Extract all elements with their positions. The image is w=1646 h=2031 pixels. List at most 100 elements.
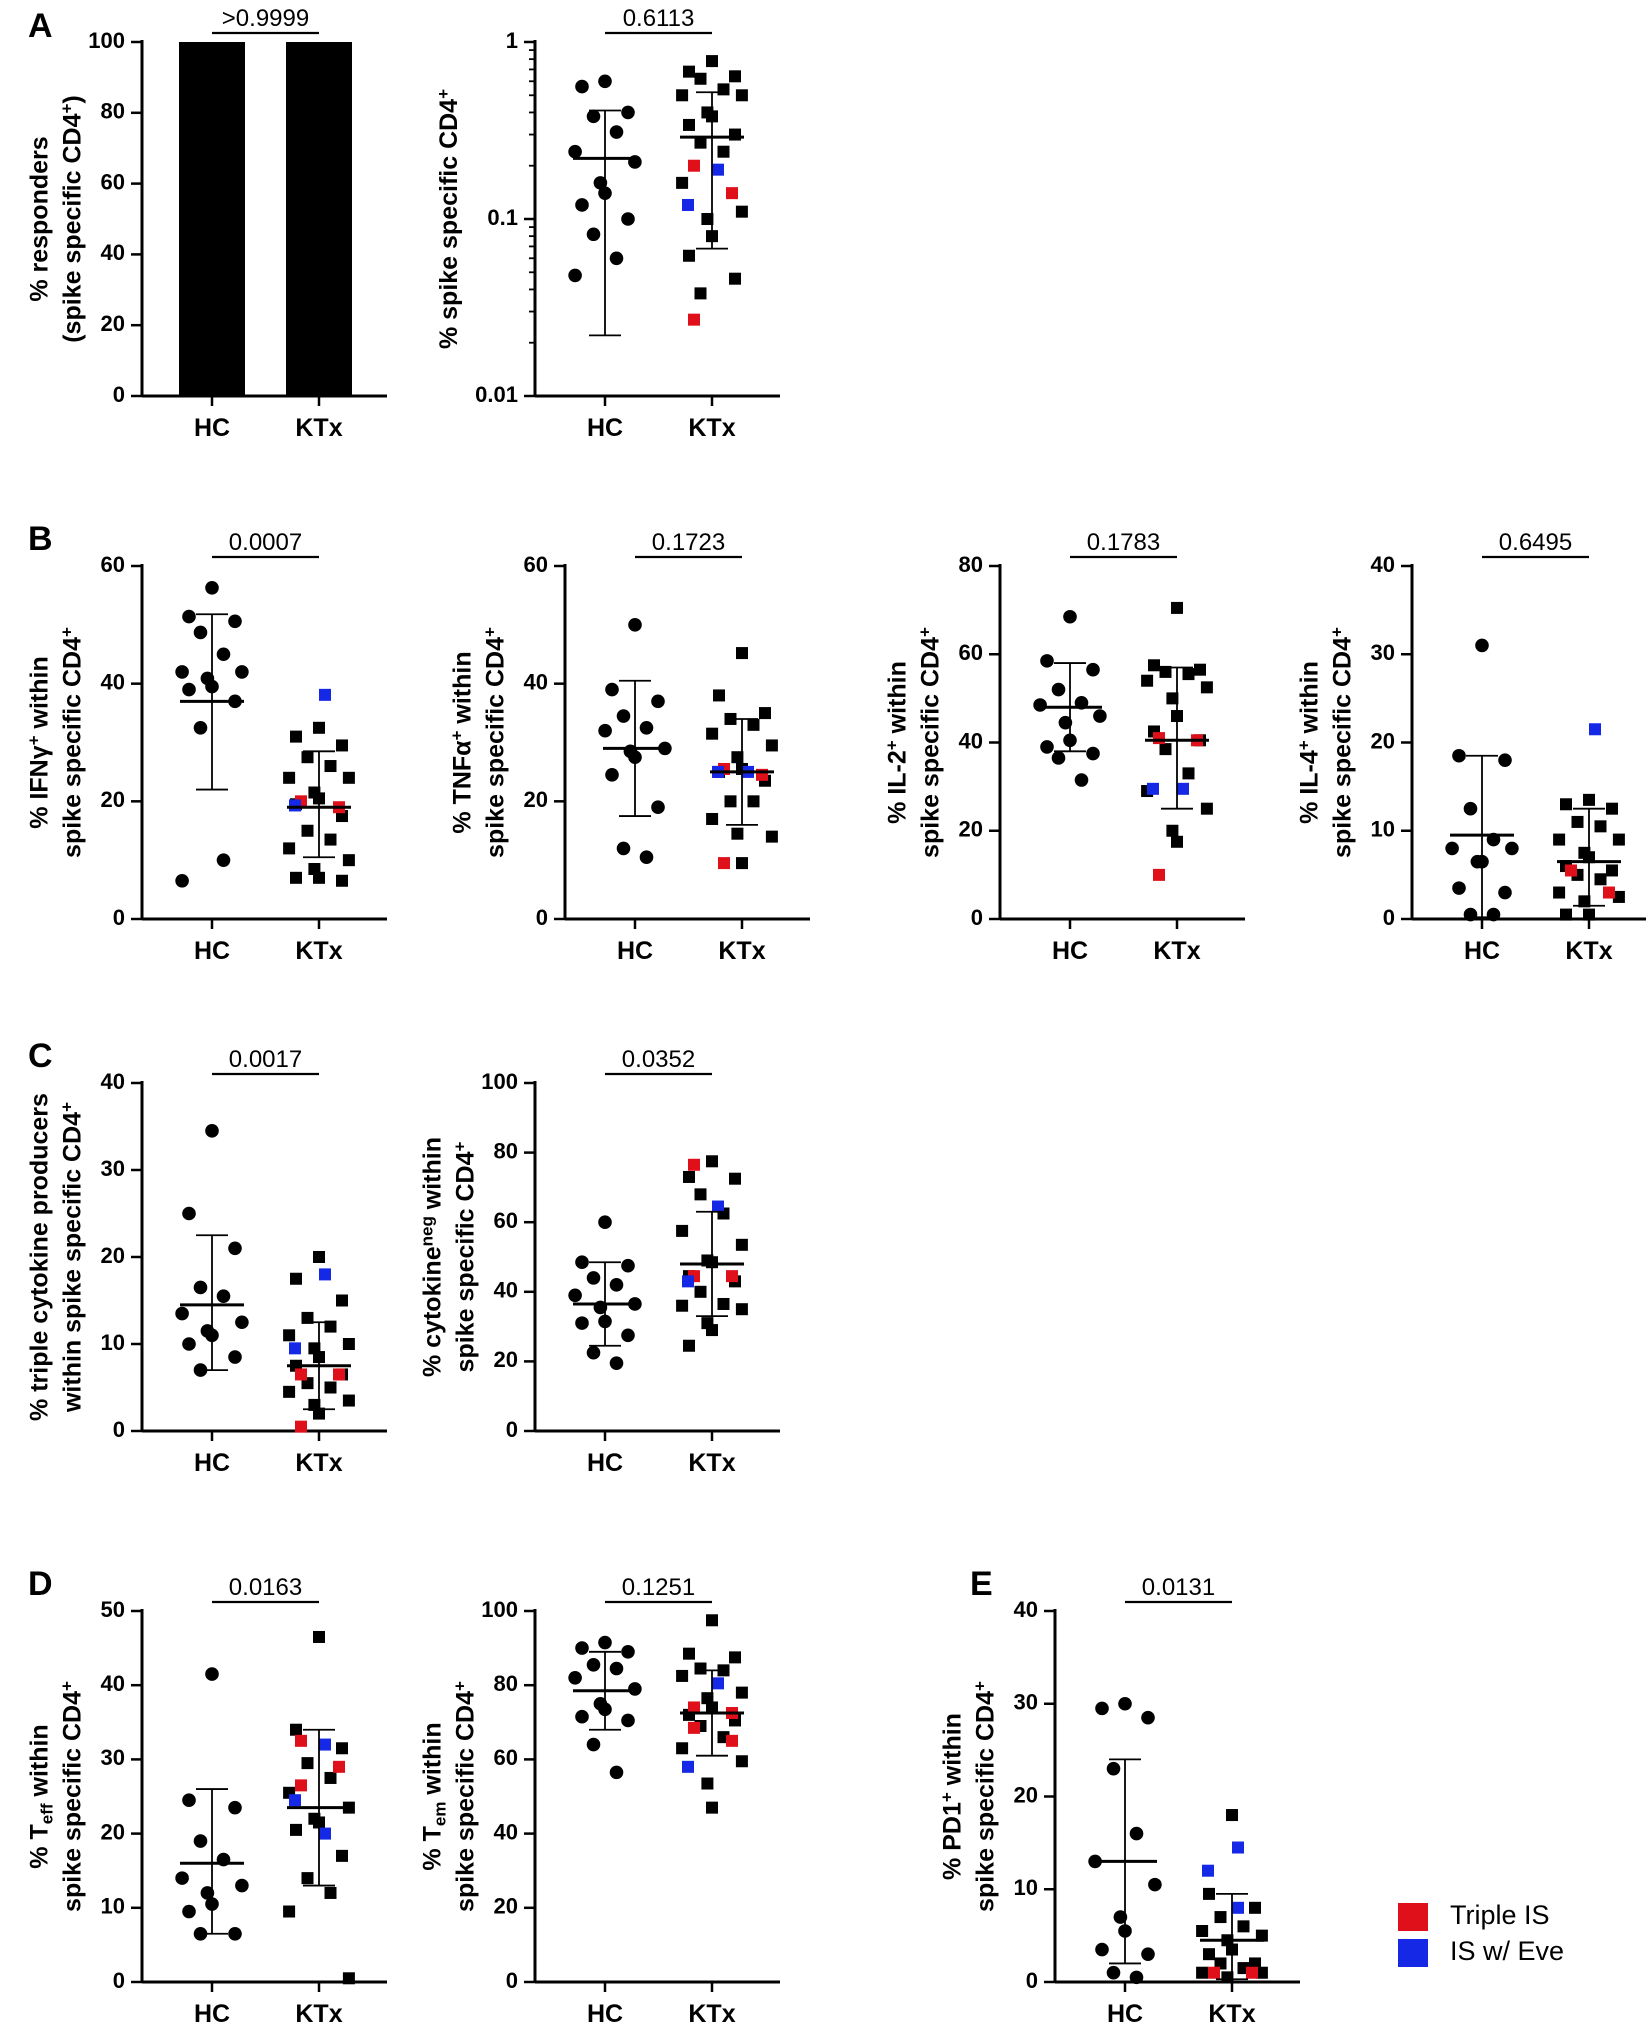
hc-point	[1505, 841, 1519, 856]
ktx-point	[706, 812, 719, 825]
ktx-point	[290, 1723, 302, 1736]
y-axis-label-part: +	[916, 627, 935, 637]
ktx-point	[324, 833, 337, 846]
y-axis-label-part: within	[449, 651, 477, 730]
y-tick-label: 40	[1371, 552, 1395, 577]
ktx-point	[736, 647, 748, 660]
hc-point	[586, 1271, 601, 1285]
x-category-label: KTx	[688, 1449, 735, 1477]
y-axis-label-part: +	[481, 627, 500, 637]
ktx-point	[301, 1311, 314, 1324]
hc-point	[1486, 907, 1501, 922]
ktx-point	[1606, 802, 1618, 815]
ktx-point	[717, 145, 730, 158]
y-tick-label: 0	[113, 1417, 125, 1442]
hc-point	[175, 1306, 189, 1321]
ktx-point-triple-is	[688, 1721, 700, 1734]
ktx-point	[1182, 767, 1195, 780]
y-tick-label: 10	[1014, 1875, 1038, 1900]
bar-hc	[179, 42, 245, 396]
hc-point	[568, 144, 582, 159]
y-axis-label-part: eff	[38, 1803, 57, 1824]
y-axis-label-part: spike specific CD4	[452, 1691, 480, 1912]
ktx-point	[676, 1669, 689, 1682]
y-axis-label-part: within spike specific CD4	[59, 1112, 87, 1413]
hc-point	[182, 682, 196, 697]
ktx-point	[1196, 1966, 1209, 1979]
hc-point	[216, 853, 231, 867]
ktx-point	[1612, 890, 1625, 903]
x-category-label: HC	[587, 2000, 623, 2028]
p-value-label: 0.0163	[229, 1574, 302, 1601]
hc-point	[628, 618, 642, 632]
hc-points	[175, 1124, 249, 1377]
ktx-point	[283, 771, 296, 784]
hc-point	[598, 74, 612, 89]
hc-point	[193, 1834, 208, 1848]
ktx-point	[683, 118, 695, 131]
p-value-label: 0.1783	[1087, 529, 1160, 556]
ktx-points	[283, 1630, 355, 1985]
x-category-label: HC	[1464, 937, 1500, 965]
y-axis-label: % Tem within	[419, 1722, 450, 1870]
ktx-point	[759, 707, 771, 720]
x-category-label: KTx	[295, 1449, 342, 1477]
ktx-point	[1166, 692, 1179, 705]
y-axis-label: spike specific CD4+	[481, 627, 510, 858]
hc-point	[1118, 1696, 1132, 1711]
ktx-point	[290, 730, 302, 743]
y-axis-label: % triple cytokine producers	[26, 1093, 54, 1421]
hc-mean-sd	[1450, 754, 1514, 919]
ktx-point	[324, 1886, 337, 1899]
y-tick-label: 10	[101, 1330, 125, 1355]
y-axis-label-part: +	[58, 104, 77, 114]
y-axis-label-part: +	[451, 1142, 470, 1152]
ktx-point	[290, 1272, 302, 1285]
x-category-label: HC	[1107, 2000, 1143, 2028]
y-tick-label: 0	[506, 1417, 518, 1442]
ktx-point	[324, 760, 337, 773]
hc-point	[1086, 746, 1100, 761]
ktx-point	[701, 213, 714, 225]
hc-point	[228, 1241, 242, 1256]
ktx-point	[736, 857, 748, 870]
y-tick-label: 40	[1014, 1597, 1038, 1622]
y-tick-label: 100	[481, 1597, 518, 1622]
y-tick-label: 20	[959, 817, 983, 842]
y-axis-label: spike specific CD4+	[916, 627, 945, 858]
y-axis-label-part: % IL-2	[884, 750, 912, 824]
ktx-point	[336, 874, 348, 887]
ktx-point-triple-is	[333, 1368, 345, 1381]
ktx-point-triple-is	[726, 1270, 738, 1283]
hc-points	[568, 1215, 642, 1370]
chart-c2: 0 20 40 60 80 100 HC KTx % cytokineneg within spi…	[418, 1046, 780, 1477]
hc-point	[575, 1641, 589, 1655]
y-tick-label: 20	[494, 1347, 518, 1372]
ktx-point	[683, 1647, 695, 1660]
y-axis-label: % IL-4+ within	[1295, 661, 1324, 824]
ktx-point-triple-is	[688, 313, 700, 326]
ktx-point	[694, 287, 707, 300]
hc-point	[1051, 682, 1066, 697]
hc-point	[586, 227, 601, 242]
hc-point	[1463, 907, 1478, 922]
hc-point	[205, 1667, 219, 1681]
ktx-point	[729, 272, 741, 285]
hc-points	[568, 74, 642, 283]
ktx-point	[1159, 665, 1172, 678]
y-tick-label: 100	[88, 28, 125, 53]
ktx-points	[676, 1155, 748, 1352]
ktx-point	[290, 871, 302, 884]
hc-point	[1452, 748, 1466, 763]
p-value-label: 0.0131	[1142, 1574, 1215, 1601]
hc-point	[1106, 1965, 1121, 1980]
x-category-label: KTx	[1208, 2000, 1255, 2028]
ktx-mean-sd	[1557, 807, 1621, 907]
ktx-point	[706, 727, 719, 740]
bar-ktx	[286, 42, 352, 396]
hc-point	[205, 580, 219, 595]
y-axis-label: within spike specific CD4+	[58, 1102, 87, 1413]
ktx-point	[1200, 681, 1213, 694]
